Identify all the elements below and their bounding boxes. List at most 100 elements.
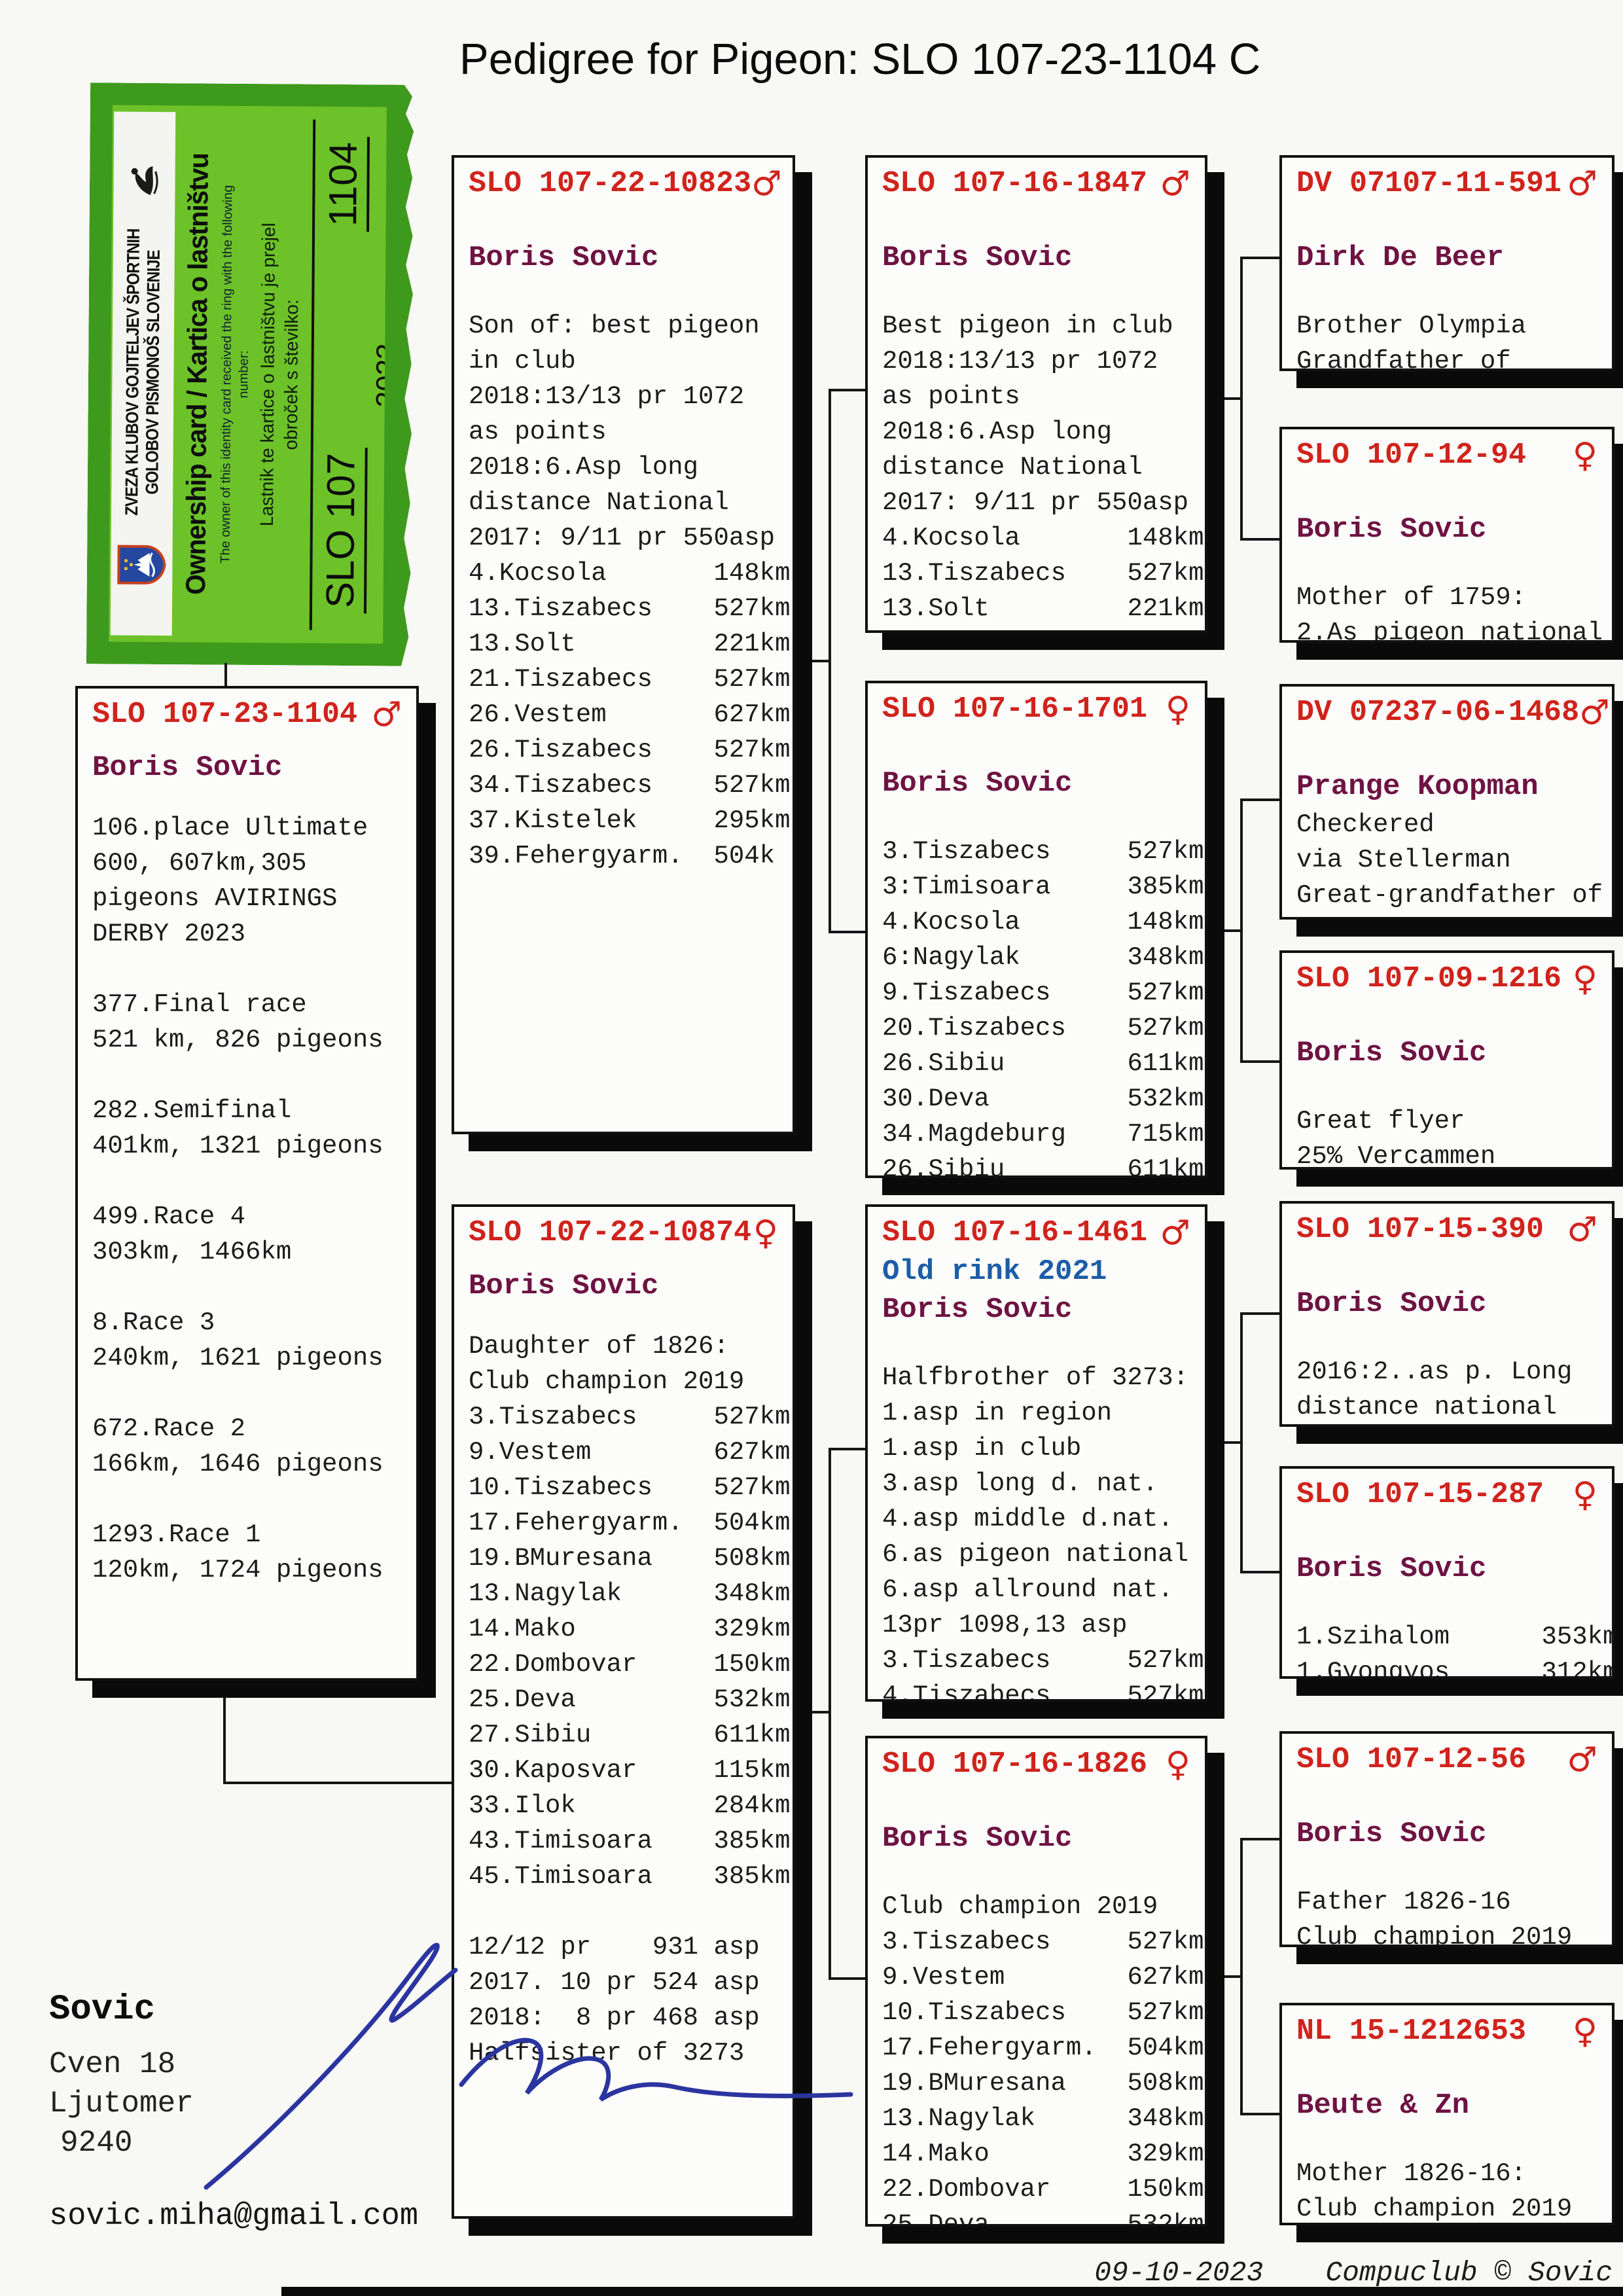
female-symbol: ♀	[1572, 436, 1597, 475]
connector-card-to-subject	[224, 663, 227, 688]
female-symbol: ♀	[1572, 2012, 1597, 2051]
card-ring-prefix: SLO 107	[317, 448, 367, 613]
connector-1701-stub	[1224, 929, 1241, 932]
ring-number: SLO 107-15-390	[1296, 1213, 1544, 1246]
connector-father-stub	[812, 660, 830, 662]
pedigree-box-287: SLO 107-15-287 ♀ Boris Sovic 1.Szihalom 3…	[1279, 1466, 1614, 1679]
ownership-card-rotated-content: ZVEZA KLUBOV GOJITELJEV ŠPORTNIH GOLOBOV…	[110, 112, 385, 637]
male-symbol: ♂	[1160, 164, 1190, 204]
scan-edge-bar	[281, 2287, 1623, 2296]
card-ring-number: 1104	[320, 137, 370, 232]
fancier-name: Boris Sovic	[1296, 1818, 1487, 1850]
card-year: 2023	[370, 313, 387, 437]
ownership-card-field: ZVEZA KLUBOV GOJITELJEV ŠPORTNIH GOLOBOV…	[109, 105, 387, 644]
ring-row: SLO 107-12-94 ♀	[1296, 439, 1597, 473]
fancier-name: Boris Sovic	[1296, 1287, 1487, 1320]
connector-to-94	[1240, 538, 1281, 541]
ring-number: SLO 107-23-1104	[92, 698, 358, 731]
ring-row: SLO 107-09-1216 ♀	[1296, 962, 1597, 996]
performance-lines: Checkered via Stellerman Great-grandfath…	[1296, 810, 1603, 910]
connector-to-1847	[829, 389, 866, 391]
pedigree-box-1461: SLO 107-16-1461 ♂ Old rink 2021 Boris Sov…	[865, 1204, 1207, 1702]
footer: 09-10-2023 Compuclub © Sovic	[1094, 2257, 1613, 2289]
owner-postal-code: 9240	[60, 2126, 133, 2160]
pedigree-box-nl-1212653: NL 15-1212653 ♀ Beute & Zn Mother 1826-16…	[1279, 2003, 1614, 2225]
connector-subject-down	[223, 1698, 226, 1784]
pedigree-box-mother-10874: SLO 107-22-10874 ♀ Boris Sovic Daughter o…	[452, 1204, 795, 2219]
performance-lines: Daughter of 1826: Club champion 2019 3.T…	[469, 1332, 791, 2068]
ring-row: SLO 107-16-1701 ♀	[882, 692, 1190, 726]
connector-to-390	[1240, 1312, 1281, 1315]
ring-number: SLO 107-16-1826	[882, 1748, 1148, 1781]
female-symbol: ♀	[1165, 1745, 1190, 1784]
card-ring-row: SLO 107 1104	[309, 120, 369, 631]
ring-number: DV 07107-11-591	[1296, 167, 1562, 200]
fancier-name: Boris Sovic	[469, 242, 659, 274]
pigeon-logo-icon	[124, 162, 164, 200]
fancier-name: Boris Sovic	[1296, 1037, 1487, 1069]
owner-city: Ljutomer	[49, 2087, 194, 2121]
fancier-name: Boris Sovic	[92, 751, 283, 784]
performance-lines: 106.place Ultimate 600, 607km,305 pigeon…	[92, 814, 383, 1585]
connector-to-1461	[829, 1448, 866, 1450]
pedigree-box-1216: SLO 107-09-1216 ♀ Boris Sovic Great flyer…	[1279, 950, 1614, 1170]
pedigree-box-1468: DV 07237-06-1468 ♂ Prange Koopman Checker…	[1279, 684, 1614, 920]
ring-row: DV 07237-06-1468 ♂	[1296, 696, 1610, 730]
card-english-text: The owner of this identity card received…	[217, 185, 251, 564]
male-symbol: ♂	[1567, 1210, 1597, 1249]
connector-1826-stub	[1224, 1975, 1241, 1978]
performance-lines: Great flyer 25% Vercammen	[1296, 1107, 1496, 1170]
female-symbol: ♀	[753, 1213, 778, 1253]
connector-to-nl	[1240, 2113, 1281, 2115]
connector-to-287	[1240, 1571, 1281, 1573]
male-symbol: ♂	[1160, 1213, 1190, 1253]
ownership-card: ZVEZA KLUBOV GOJITELJEV ŠPORTNIH GOLOBOV…	[86, 82, 416, 666]
performance-lines: Brother Olympia Grandfather of	[1296, 312, 1527, 371]
ring-row: SLO 107-16-1461 ♂	[882, 1216, 1190, 1250]
ring-number: SLO 107-09-1216	[1296, 962, 1562, 996]
male-symbol: ♂	[1567, 1740, 1597, 1780]
fancier-name: Beute & Zn	[1296, 2089, 1470, 2122]
performance-lines: Son of: best pigeon in club 2018:13/13 p…	[469, 312, 791, 870]
footer-date: 09-10-2023	[1094, 2257, 1264, 2289]
fancier-name: Boris Sovic	[882, 767, 1073, 800]
card-heading: Ownership card / Kartica o lastništvu	[179, 152, 214, 595]
ring-number: SLO 107-22-10823	[469, 167, 752, 200]
federation-name: ZVEZA KLUBOV GOJITELJEV ŠPORTNIH GOLOBOV…	[121, 228, 164, 516]
ring-row: SLO 107-16-1847 ♂	[882, 167, 1190, 201]
female-symbol: ♀	[1165, 690, 1190, 729]
connector-to-1216	[1240, 1060, 1281, 1063]
card-slovenian-text: Lastnik te kartice o lastništvu je preje…	[256, 223, 302, 527]
connector-mother-stub	[812, 1711, 830, 1713]
performance-lines: 1.Szihalom 353km 1.Gyongyos 312km	[1296, 1623, 1614, 1679]
fancier-name: Boris Sovic	[882, 242, 1073, 274]
signature	[204, 1943, 853, 2190]
ring-row: SLO 107-16-1826 ♀	[882, 1748, 1190, 1782]
fancier-name: Boris Sovic	[1296, 513, 1487, 546]
performance-lines: 2016:2..as p. Long distance national	[1296, 1357, 1573, 1422]
pedigree-box-94: SLO 107-12-94 ♀ Boris Sovic Mother of 175…	[1279, 427, 1614, 643]
performance-lines: Mother of 1759: 2.As pigeon national	[1296, 583, 1603, 643]
fancier-name: Boris Sovic	[1296, 1552, 1487, 1585]
connector-to-1468	[1240, 798, 1281, 801]
ring-number: SLO 107-12-56	[1296, 1743, 1527, 1776]
pedigree-box-1701: SLO 107-16-1701 ♀ Boris Sovic 3.Tiszabecs…	[865, 681, 1207, 1178]
performance-lines: Club champion 2019 3.Tiszabecs 527km 9.V…	[882, 1892, 1204, 2227]
pedigree-box-56: SLO 107-12-56 ♂ Boris Sovic Father 1826-1…	[1279, 1731, 1614, 1947]
connector-1461-bracket	[1240, 1312, 1243, 1573]
pedigree-box-subject-1104: SLO 107-23-1104 ♂ Boris Sovic 106.place U…	[75, 686, 419, 1681]
ring-row: SLO 107-15-390 ♂	[1296, 1213, 1597, 1247]
pedigree-box-father-10823: SLO 107-22-10823 ♂ Boris Sovic Son of: be…	[452, 155, 795, 1134]
connector-to-591	[1240, 257, 1281, 259]
performance-lines: Best pigeon in club 2018:13/13 pr 1072 a…	[882, 312, 1204, 630]
ring-number: NL 15-1212653	[1296, 2015, 1527, 2048]
ring-number: SLO 107-16-1461	[882, 1216, 1148, 1249]
connector-subject-to-mother	[223, 1782, 454, 1784]
connector-1847-bracket	[1240, 257, 1243, 541]
fancier-name: Dirk De Beer	[1296, 242, 1504, 274]
ring-row: SLO 107-22-10874 ♀	[469, 1216, 778, 1250]
performance-lines: Father 1826-16 Club champion 2019	[1296, 1888, 1573, 1947]
ring-row: SLO 107-22-10823 ♂	[469, 167, 782, 201]
ring-number: SLO 107-22-10874	[469, 1216, 752, 1249]
